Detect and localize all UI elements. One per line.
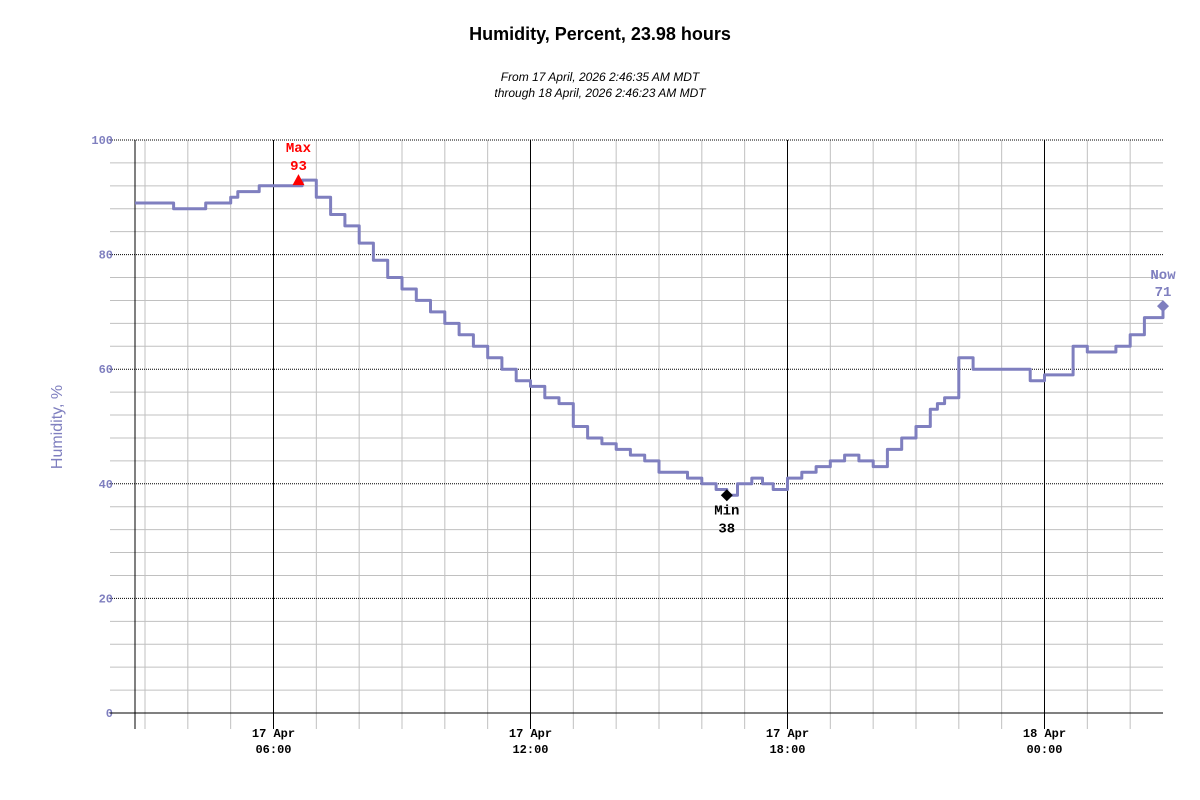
chart-subtitle-through: through 18 April, 2026 2:46:23 AM MDT (494, 86, 706, 100)
chart-title: Humidity, Percent, 23.98 hours (469, 24, 731, 44)
y-tick-label: 20 (99, 592, 113, 606)
x-tick-date-label: 17 Apr (509, 727, 552, 741)
max-marker-triangle (292, 174, 305, 186)
humidity-series-line (135, 178, 1165, 497)
min-value: 38 (718, 521, 735, 537)
now-marker-diamond (1157, 300, 1169, 313)
y-tick-label: 0 (106, 707, 113, 721)
now-label: Now (1150, 268, 1176, 284)
y-axis-label: Humidity, % (49, 385, 66, 469)
max-label: Max (286, 141, 312, 157)
y-tick-label: 80 (99, 249, 113, 263)
min-marker-diamond (720, 489, 733, 502)
x-tick-date-label: 17 Apr (766, 727, 809, 741)
y-tick-label: 60 (99, 363, 113, 377)
x-tick-date-label: 18 Apr (1023, 727, 1066, 741)
x-tick-time-label: 06:00 (255, 743, 291, 757)
x-tick-time-label: 18:00 (769, 743, 805, 757)
now-value: 71 (1155, 285, 1172, 301)
x-tick-time-label: 12:00 (512, 743, 548, 757)
y-tick-label: 100 (91, 134, 113, 148)
x-tick-date-label: 17 Apr (252, 727, 295, 741)
chart-subtitle-from: From 17 April, 2026 2:46:35 AM MDT (500, 70, 700, 84)
max-value: 93 (290, 159, 307, 175)
x-tick-time-label: 00:00 (1026, 743, 1062, 757)
y-tick-label: 40 (99, 478, 113, 492)
min-label: Min (714, 503, 739, 519)
